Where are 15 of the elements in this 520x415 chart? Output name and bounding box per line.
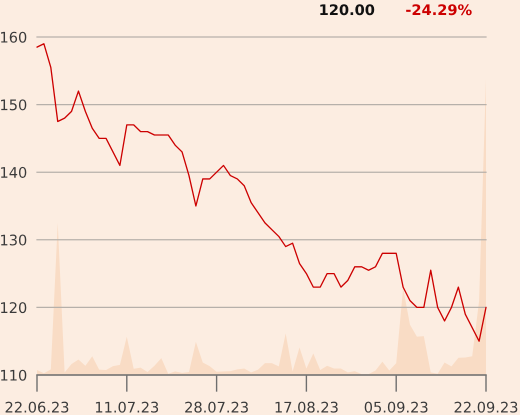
y-tick-label: 110 (1, 370, 26, 381)
x-tick-label: 17.08.23 (276, 402, 338, 413)
x-tick-label: 11.07.23 (96, 402, 158, 413)
x-tick-label: 22.09.23 (454, 402, 518, 413)
y-tick-label: 150 (1, 99, 26, 110)
line-series (36, 43, 487, 342)
y-tick-label: 120 (1, 302, 26, 314)
y-tick-label: 130 (1, 234, 26, 246)
text: 120.00 (320, 4, 374, 16)
y-tick-label: 140 (1, 166, 26, 178)
x-tick-label: 28.07.23 (185, 402, 248, 413)
text: -24.29% (406, 4, 472, 16)
x-tick-label: 22.06.23 (6, 402, 68, 413)
y-tick-label: 160 (1, 32, 26, 43)
x-tick-label: 05.09.23 (364, 402, 428, 413)
